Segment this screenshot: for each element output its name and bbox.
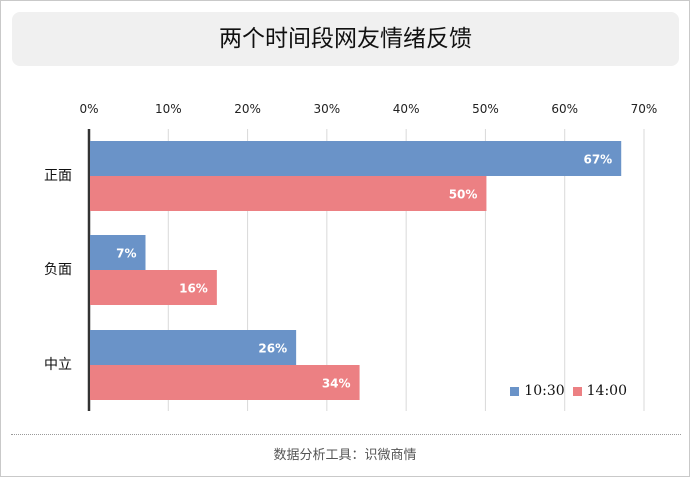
legend-swatch-1030 (510, 386, 520, 396)
x-tick-label: 40% (393, 102, 420, 116)
category-label: 负面 (44, 262, 72, 278)
category-label: 中立 (44, 357, 72, 373)
source-text: 数据分析工具：识微商情 (273, 448, 417, 463)
x-tick-label: 20% (234, 102, 261, 116)
bar (90, 235, 146, 270)
x-tick-label: 10% (155, 102, 182, 116)
category-label: 正面 (44, 168, 72, 184)
data-label: 16% (179, 282, 208, 296)
bar (90, 365, 360, 400)
bar (90, 270, 217, 305)
data-label: 26% (258, 342, 287, 356)
footer-divider (11, 434, 681, 435)
data-label: 50% (449, 188, 478, 202)
data-label: 7% (116, 247, 136, 261)
legend-label-1030: 10:30 (524, 383, 565, 399)
x-tick-label: 30% (314, 102, 341, 116)
data-label: 34% (322, 377, 351, 391)
x-tick-label: 70% (631, 102, 658, 116)
legend-item-1030: 10:30 (510, 383, 565, 399)
legend-item-1400: 14:00 (572, 383, 627, 399)
legend-label-1400: 14:00 (586, 383, 627, 399)
chart-title: 两个时间段网友情绪反馈 (219, 26, 472, 52)
x-tick-label: 50% (472, 102, 499, 116)
data-label: 67% (583, 153, 612, 167)
bar (90, 141, 622, 176)
bar-chart: 0% 10% 20% 30% 40% 50% 60% 70% 正面 67% 50% 负面 7% 16% 中立… (44, 102, 658, 411)
x-tick-label: 0% (79, 102, 98, 116)
title-box: 两个时间段网友情绪反馈 (12, 12, 679, 66)
legend-swatch-1400 (572, 386, 582, 396)
x-tick-label: 60% (551, 102, 578, 116)
legend: 10:30 14:00 (502, 383, 627, 399)
bar (90, 176, 487, 211)
bar (90, 330, 297, 365)
